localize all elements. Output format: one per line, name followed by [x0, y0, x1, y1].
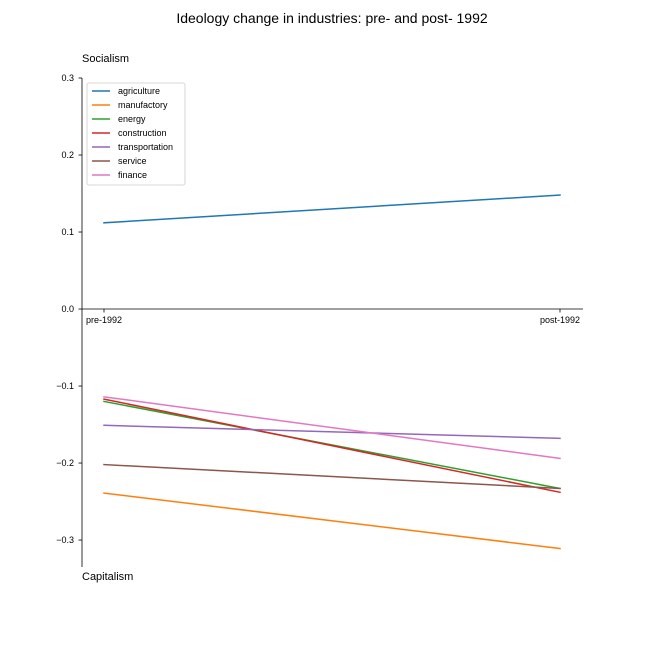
- y-tick-label: 0.3: [61, 73, 74, 83]
- legend-label-finance: finance: [118, 170, 147, 180]
- legend-label-energy: energy: [118, 114, 146, 124]
- legend-label-transportation: transportation: [118, 142, 173, 152]
- y-tick-label: 0.1: [61, 227, 74, 237]
- axes: 0.3 0.2 0.1 0.0 −0.1 −0.2 −0.3 pre-1992 post-199…: [56, 73, 583, 567]
- bottom-axis-label: Capitalism: [82, 571, 133, 583]
- y-tick-label: 0.2: [61, 150, 74, 160]
- x-tick-label: post-1992: [540, 315, 580, 325]
- x-tick-label: pre-1992: [86, 315, 122, 325]
- series-line-transportation: [103, 424, 561, 440]
- series-line-service: [103, 463, 561, 490]
- chart-title: Ideology change in industries: pre- and …: [176, 10, 488, 26]
- y-tick-label: 0.0: [61, 304, 74, 314]
- legend-label-service: service: [118, 156, 147, 166]
- series-line-manufactory: [103, 492, 561, 550]
- series-line-energy: [103, 400, 561, 490]
- series-line-construction: [103, 398, 561, 494]
- y-tick-label: −0.2: [56, 458, 74, 468]
- series-line-finance: [103, 395, 561, 460]
- series-line-agriculture: [103, 194, 561, 224]
- legend: agriculture manufactory energy construction…: [86, 82, 186, 186]
- legend-label-agriculture: agriculture: [118, 86, 160, 96]
- legend-label-manufactory: manufactory: [118, 100, 168, 110]
- legend-label-construction: construction: [118, 128, 167, 138]
- series-lines: [103, 194, 561, 550]
- top-axis-label: Socialism: [82, 53, 129, 65]
- y-tick-label: −0.3: [56, 535, 74, 545]
- legend-box: [86, 82, 186, 186]
- y-tick-label: −0.1: [56, 381, 74, 391]
